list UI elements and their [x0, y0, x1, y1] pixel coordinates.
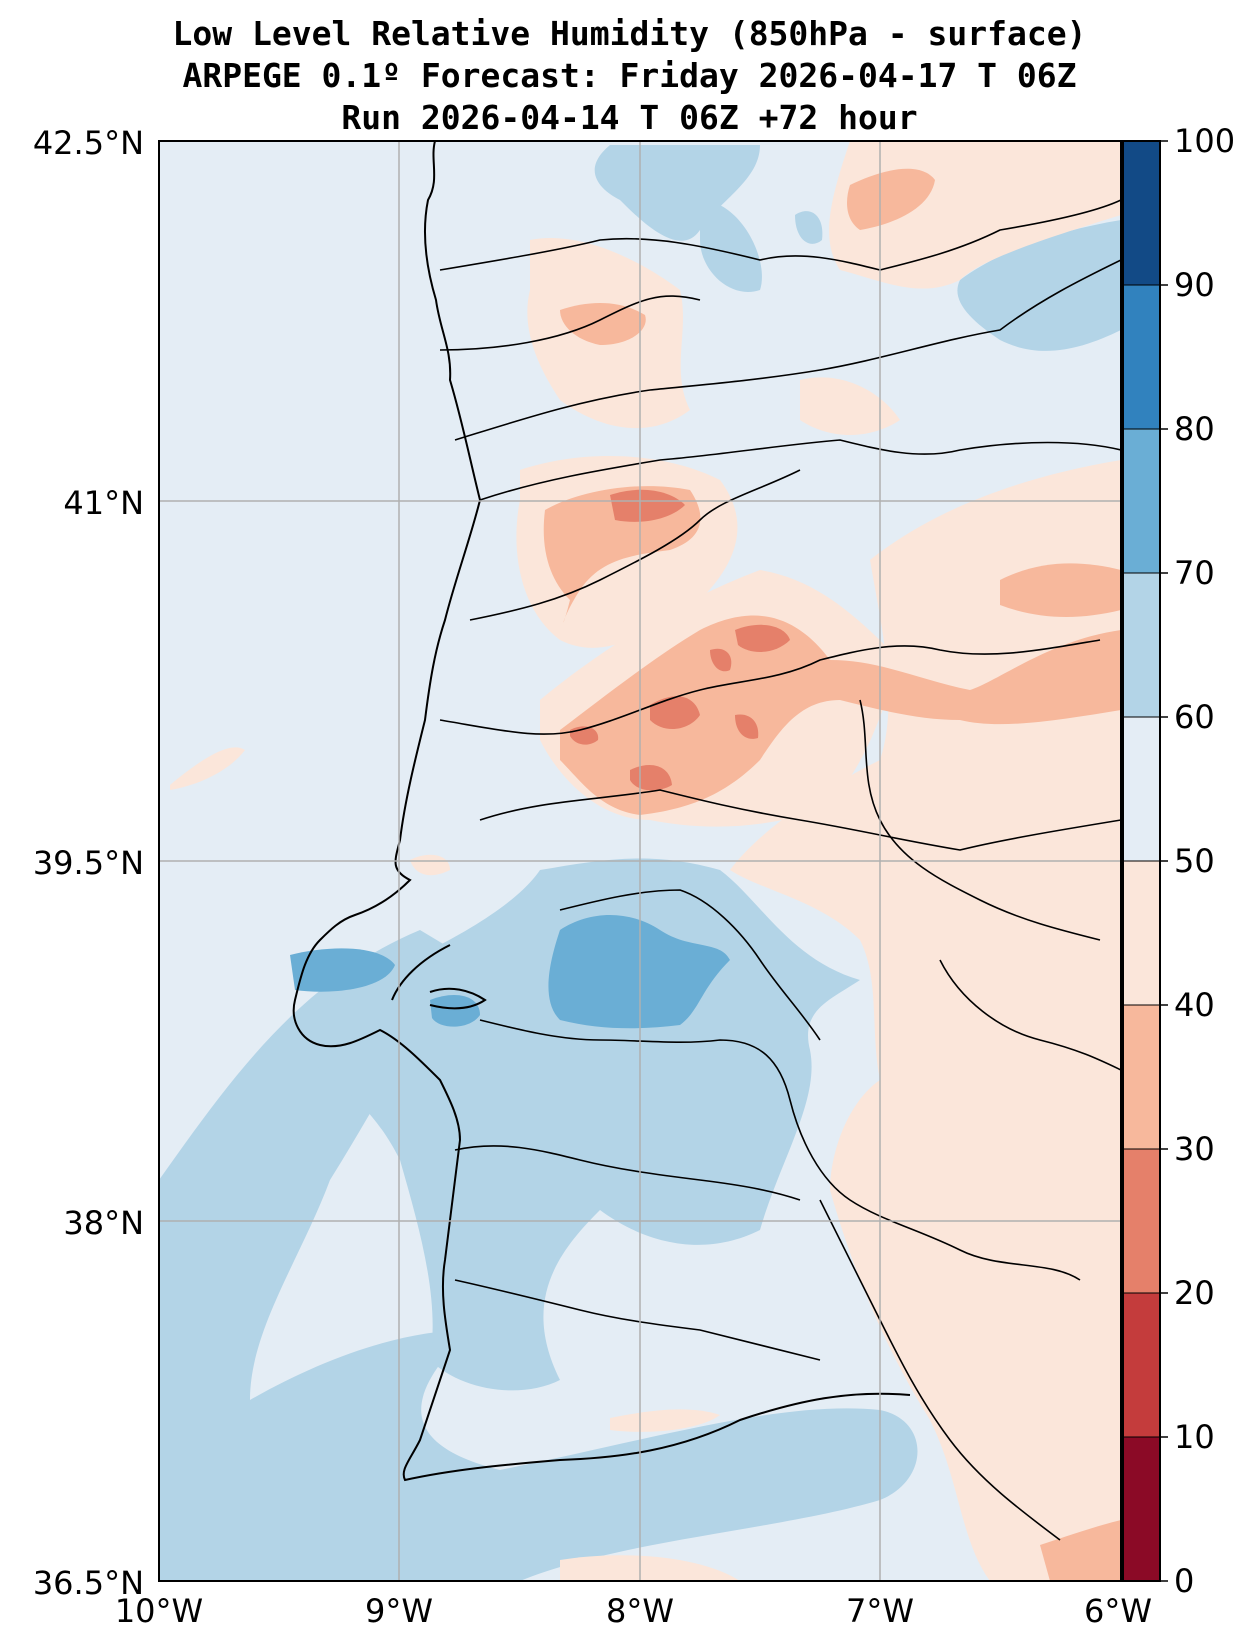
lat-tick-label: 39.5°N [33, 844, 144, 882]
colorbar-bin [1123, 1293, 1160, 1437]
colorbar-label: 100 [1174, 122, 1235, 160]
colorbar-bin [1123, 285, 1160, 429]
rh-30-40-centro [560, 615, 1121, 815]
colorbar-label: 20 [1174, 1274, 1215, 1312]
rh-40-50-south [560, 1555, 740, 1581]
rh-60-70-north-east [957, 220, 1121, 351]
rh-40-50-coast-2 [410, 854, 450, 876]
rh-60-70-small-1 [795, 211, 823, 244]
rh-30-40-north-1 [847, 168, 935, 230]
coastline [292, 141, 911, 1482]
rh-40-50-coast-1 [170, 747, 245, 790]
colorbar-label: 90 [1174, 266, 1215, 304]
colorbar-bin [1123, 1005, 1160, 1149]
map-frame [158, 140, 1122, 1582]
colorbar-bin [1123, 717, 1160, 861]
lon-tick-label: 8°W [606, 1592, 674, 1630]
colorbar-label: 60 [1174, 698, 1215, 736]
colorbar-label: 10 [1174, 1418, 1215, 1456]
lon-tick-label: 7°W [846, 1592, 914, 1630]
lon-tick-label: 9°W [365, 1592, 433, 1630]
lat-tick-label: 42.5°N [33, 124, 144, 162]
rh-60-70-north-1 [594, 145, 760, 241]
title-line-1: Low Level Relative Humidity (850hPa - su… [172, 14, 1087, 53]
rh-70-80-central [548, 915, 730, 1029]
colorbar-label: 30 [1174, 1130, 1215, 1168]
colorbar-label: 0 [1174, 1562, 1194, 1600]
rh-30-40-south-east [1040, 1520, 1121, 1581]
rh-20-30-centro-5 [735, 714, 759, 739]
lon-axis: 10°W 9°W 8°W 7°W 6°W [115, 1592, 1152, 1630]
rh-40-50-algarve [610, 1409, 720, 1432]
rh-40-50-east [730, 460, 1121, 1581]
lat-axis: 42.5°N 41°N 39.5°N 38°N 36.5°N [33, 124, 144, 1602]
colorbar-bin [1123, 141, 1160, 285]
rh-20-30-douro [610, 489, 685, 522]
colorbar-label: 50 [1174, 842, 1215, 880]
lat-tick-label: 38°N [63, 1204, 144, 1242]
rh-30-40-east [1000, 563, 1121, 617]
rh-60-70-ocean-south [159, 930, 918, 1581]
title-line-2: ARPEGE 0.1º Forecast: Friday 2026-04-17 … [182, 56, 1077, 95]
lat-tick-label: 41°N [63, 484, 144, 522]
colorbar-bin [1123, 1437, 1160, 1581]
colorbar-label: 40 [1174, 986, 1215, 1024]
rh-30-40-douro [543, 486, 701, 623]
gridlines [159, 141, 1121, 1581]
rh-70-80-tejo-1 [290, 948, 395, 992]
rh-20-30-centro-2 [650, 696, 700, 730]
colorbar: 0 10 20 30 40 50 60 70 80 90 100 [1122, 122, 1235, 1600]
colorbar-bin [1123, 429, 1160, 573]
colorbar-label: 80 [1174, 410, 1215, 448]
colorbar-label: 70 [1174, 554, 1215, 592]
rh-70-80-tejo-2 [430, 995, 480, 1027]
lat-tick-label: 36.5°N [33, 1564, 144, 1602]
rh-40-50-east-2 [800, 377, 900, 435]
rh-20-30-centro-4 [710, 648, 732, 672]
colorbar-bin [1123, 861, 1160, 1005]
rh-60-70-central [308, 858, 860, 1391]
lon-tick-label: 6°W [1084, 1592, 1152, 1630]
colorbar-bin [1123, 573, 1160, 717]
rh-30-40-minho [560, 303, 646, 345]
rh-60-70-north-2 [700, 200, 762, 292]
lon-tick-label: 10°W [115, 1592, 203, 1630]
rh-20-30-centro-1 [735, 624, 790, 652]
colorbar-bin [1123, 1149, 1160, 1293]
title-line-3: Run 2026-04-14 T 06Z +72 hour [341, 98, 918, 137]
